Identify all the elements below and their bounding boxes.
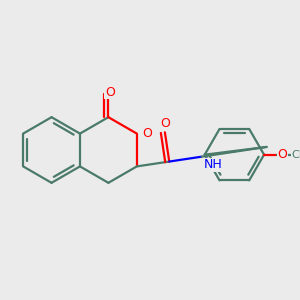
Text: NH: NH: [203, 158, 222, 171]
Text: O: O: [105, 86, 115, 99]
Text: O: O: [142, 127, 152, 140]
Text: O: O: [277, 148, 287, 161]
Text: O: O: [160, 117, 170, 130]
Text: CH₃: CH₃: [291, 150, 300, 160]
